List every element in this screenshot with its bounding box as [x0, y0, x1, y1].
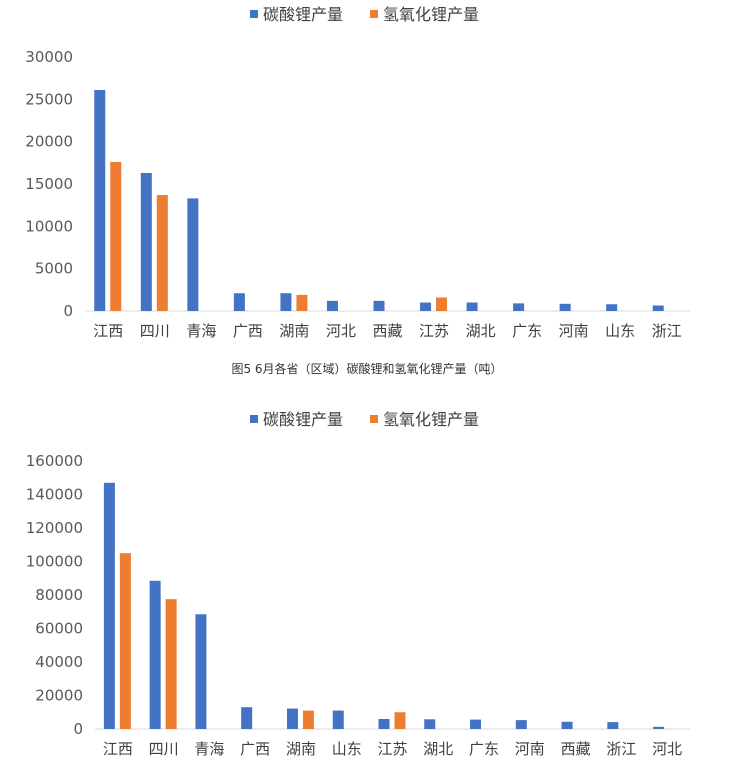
x-tick-label: 青海: [194, 740, 224, 758]
x-tick-label: 山东: [605, 322, 635, 340]
y-tick-label: 25000: [25, 90, 73, 108]
x-tick-label: 湖南: [279, 322, 309, 340]
bar-carbonate: [94, 90, 106, 312]
y-tick-label: 20000: [25, 133, 73, 151]
x-tick-label: 广西: [233, 322, 263, 340]
x-tick-label: 江苏: [377, 740, 407, 758]
y-tick-label: 80000: [35, 586, 83, 604]
bar-carbonate: [513, 303, 525, 311]
y-tick-label: 0: [73, 720, 83, 738]
figure-caption: 图5 6月各省（区域）碳酸锂和氢氧化锂产量（吨）: [231, 361, 502, 376]
x-tick-label: 青海: [186, 322, 216, 340]
x-tick-label: 湖北: [466, 322, 496, 340]
bar-carbonate: [187, 198, 199, 311]
bar-carbonate: [424, 719, 436, 729]
x-tick-label: 四川: [140, 322, 170, 340]
chart-cumulative-production: 碳酸锂产量 氢氧化锂产量 0 20000 40000 60000 80000 100000 12…: [26, 410, 690, 758]
y-tick-label: 60000: [35, 620, 83, 638]
legend-swatch: [250, 10, 258, 18]
x-tick-label: 四川: [149, 740, 179, 758]
y-tick-label: 0: [63, 302, 73, 320]
bar-carbonate: [466, 302, 478, 311]
x-tick-label: 江西: [93, 322, 123, 340]
y-tick-label: 140000: [26, 486, 83, 504]
bar-carbonate: [326, 300, 338, 311]
bar-carbonate: [515, 720, 527, 729]
bar-carbonate: [606, 304, 618, 311]
legend-label: 碳酸锂产量: [263, 5, 343, 24]
bar-hydroxide: [119, 553, 131, 729]
bar-hydroxide: [296, 294, 308, 311]
y-tick-label: 40000: [35, 653, 83, 671]
bar-hydroxide: [436, 297, 448, 311]
bar-carbonate: [149, 580, 161, 729]
x-tick-label: 江西: [103, 740, 133, 758]
x-tick-label: 浙江: [606, 740, 636, 758]
bar-carbonate: [233, 293, 245, 311]
x-tick-label: 西藏: [372, 322, 402, 340]
x-tick-label: 广东: [469, 740, 499, 758]
y-tick-label: 160000: [26, 452, 83, 470]
bar-carbonate: [280, 293, 292, 311]
x-tick-label: 湖北: [423, 740, 453, 758]
y-tick-label: 100000: [26, 553, 83, 571]
bar-hydroxide: [165, 599, 177, 729]
chart-june-production: 碳酸锂产量 氢氧化锂产量 0 5000 10000 15000 20000 25000 3000…: [25, 5, 690, 340]
x-tick-label: 广东: [512, 322, 542, 340]
bar-hydroxide: [156, 195, 168, 311]
x-tick-label: 河北: [652, 740, 682, 758]
bar-carbonate: [652, 305, 664, 311]
x-tick-label: 河北: [326, 322, 356, 340]
y-tick-label: 20000: [35, 687, 83, 705]
legend-swatch: [250, 415, 258, 423]
bar-carbonate: [286, 708, 298, 729]
legend-label: 氢氧化锂产量: [383, 5, 479, 24]
x-tick-label: 西藏: [561, 740, 591, 758]
bar-carbonate: [607, 722, 619, 729]
bar-carbonate: [373, 300, 385, 311]
bar-hydroxide: [302, 710, 314, 729]
bar-carbonate: [195, 614, 207, 729]
bar-carbonate: [653, 726, 665, 729]
x-tick-label: 湖南: [286, 740, 316, 758]
legend-label: 氢氧化锂产量: [383, 410, 479, 429]
bar-hydroxide: [110, 161, 122, 311]
bar-carbonate: [559, 303, 571, 311]
y-tick-label: 15000: [25, 175, 73, 193]
bar-carbonate: [420, 302, 432, 311]
x-tick-label: 浙江: [652, 322, 682, 340]
legend-swatch: [370, 415, 378, 423]
bar-carbonate: [241, 707, 253, 729]
y-tick-label: 5000: [35, 260, 73, 278]
bar-carbonate: [378, 718, 390, 729]
x-tick-label: 广西: [240, 740, 270, 758]
x-tick-label: 山东: [332, 740, 362, 758]
bar-hydroxide: [394, 712, 406, 729]
bar-carbonate: [103, 482, 115, 729]
x-tick-label: 河南: [515, 740, 545, 758]
bar-carbonate: [470, 719, 482, 729]
bar-carbonate: [140, 172, 152, 311]
y-tick-label: 120000: [26, 519, 83, 537]
x-tick-label: 河南: [559, 322, 589, 340]
legend-swatch: [370, 10, 378, 18]
legend-label: 碳酸锂产量: [263, 410, 343, 429]
bar-carbonate: [561, 721, 573, 729]
y-tick-label: 10000: [25, 217, 73, 235]
bar-carbonate: [332, 710, 344, 729]
y-tick-label: 30000: [25, 48, 73, 66]
x-tick-label: 江苏: [419, 322, 449, 340]
